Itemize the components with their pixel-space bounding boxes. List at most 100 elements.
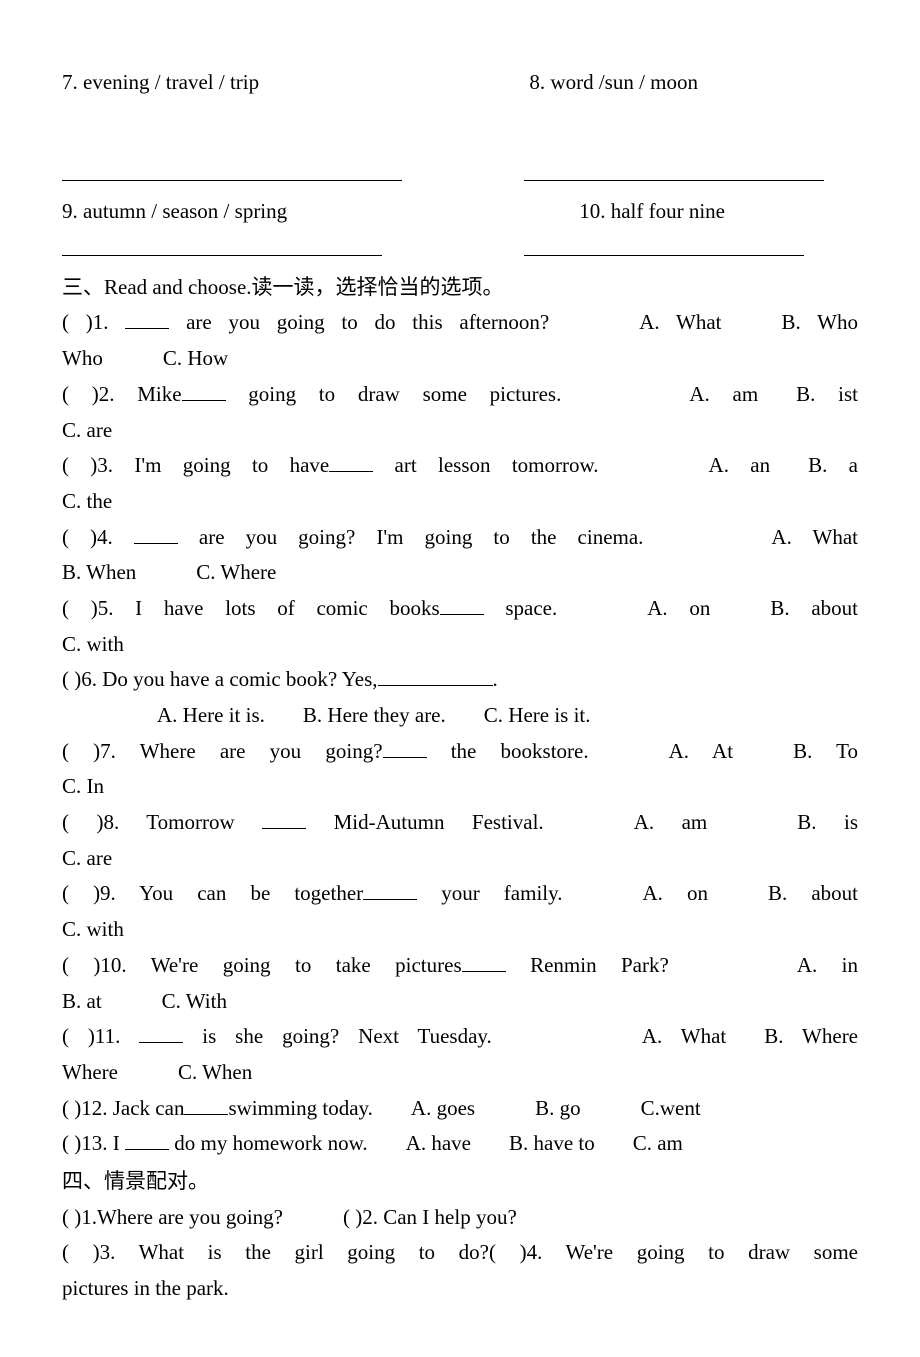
q8-optC[interactable]: C. are	[62, 846, 112, 870]
q6-text: .	[493, 667, 498, 691]
q1-prefix[interactable]: ( )1.	[62, 310, 125, 334]
q13-optC[interactable]: C. am	[633, 1131, 683, 1155]
q8-prefix[interactable]: ( )8. Tomorrow	[62, 810, 262, 834]
q3-optC[interactable]: C. the	[62, 489, 112, 513]
q6-optB[interactable]: B. Here they are.	[303, 703, 446, 727]
q12-optB[interactable]: B. go	[535, 1096, 581, 1120]
q5-blank[interactable]	[440, 614, 484, 615]
q11-optB[interactable]: B. Where	[764, 1024, 858, 1048]
q10-optB[interactable]: B. at	[62, 989, 102, 1013]
q4-blank[interactable]	[134, 543, 178, 544]
q12-optC[interactable]: C.went	[641, 1096, 701, 1120]
blank-line-2-right[interactable]	[524, 232, 858, 268]
q9-optC[interactable]: C. with	[62, 917, 124, 941]
q10-optC[interactable]: C. With	[162, 989, 227, 1013]
q12-optA[interactable]: A. goes	[411, 1096, 475, 1120]
q3-optB[interactable]: B. a	[808, 453, 858, 477]
q9-prefix[interactable]: ( )9. You can be together	[62, 881, 363, 905]
q11-prefix[interactable]: ( )11.	[62, 1024, 139, 1048]
q5-text: space.	[484, 596, 558, 620]
q1-blank[interactable]	[125, 328, 169, 329]
q7-optB[interactable]: B. To	[793, 739, 858, 763]
q2-text: going to draw some pictures.	[226, 382, 562, 406]
q2-prefix[interactable]: ( )2. Mike	[62, 382, 182, 406]
q5-line2: C. with	[62, 627, 858, 663]
q5-optB[interactable]: B. about	[770, 596, 858, 620]
q2-optB[interactable]: B. ist	[796, 382, 858, 406]
s4-q1-q2: ( )1.Where are you going? ( )2. Can I hel…	[62, 1200, 858, 1236]
q13-optA[interactable]: A. have	[406, 1131, 471, 1155]
q2-blank[interactable]	[182, 400, 226, 401]
q2-optA[interactable]: A. am	[689, 382, 758, 406]
q11-optA[interactable]: A. What	[642, 1024, 726, 1048]
q2-optC[interactable]: C. are	[62, 418, 112, 442]
q1-who[interactable]: Who	[62, 346, 103, 370]
q7-blank[interactable]	[383, 757, 427, 758]
q8-optB[interactable]: B. is	[797, 810, 858, 834]
item-8: 8. word /sun / moon	[529, 65, 698, 101]
q6-optA[interactable]: A. Here it is.	[157, 703, 265, 727]
q12-prefix[interactable]: ( )12. Jack can	[62, 1096, 184, 1120]
s4-q3[interactable]: ( )3. What is the girl going to do?	[62, 1240, 489, 1264]
q9-optA[interactable]: A. on	[643, 881, 709, 905]
s4-q3-q4: ( )3. What is the girl going to do?( )4.…	[62, 1235, 858, 1271]
q6-optC[interactable]: C. Here is it.	[484, 703, 591, 727]
q9-line2: C. with	[62, 912, 858, 948]
q11-where[interactable]: Where	[62, 1060, 118, 1084]
blank-line-2-left[interactable]	[62, 232, 460, 268]
q8-optA[interactable]: A. am	[634, 810, 708, 834]
blank-line-1-left[interactable]	[62, 157, 460, 193]
q4-text: are you going? I'm going to the cinema.	[178, 525, 644, 549]
s4-q2[interactable]: ( )2. Can I help you?	[343, 1205, 517, 1229]
q9-line1: ( )9. You can be together your family.A.…	[62, 876, 858, 912]
q10-blank[interactable]	[462, 971, 506, 972]
q11-blank[interactable]	[139, 1042, 183, 1043]
q13-prefix[interactable]: ( )13. I	[62, 1131, 125, 1155]
q3-optA[interactable]: A. an	[709, 453, 771, 477]
q7-text: the bookstore.	[427, 739, 589, 763]
s4-q4b: pictures in the park.	[62, 1271, 858, 1307]
q13-optB[interactable]: B. have to	[509, 1131, 595, 1155]
q7-optC[interactable]: C. In	[62, 774, 104, 798]
q7-prefix[interactable]: ( )7. Where are you going?	[62, 739, 383, 763]
q5-optC[interactable]: C. with	[62, 632, 124, 656]
q4-prefix[interactable]: ( )4.	[62, 525, 134, 549]
q1-optB[interactable]: B. Who	[782, 310, 858, 334]
q8-blank[interactable]	[262, 828, 306, 829]
q3-text: art lesson tomorrow.	[373, 453, 598, 477]
q1-line1: ( )1. are you going to do this afternoon…	[62, 305, 858, 341]
q13-blank[interactable]	[125, 1149, 169, 1150]
q12-blank[interactable]	[184, 1114, 228, 1115]
q1-optC[interactable]: C. How	[163, 346, 228, 370]
q6-blank[interactable]	[378, 685, 493, 686]
q3-line2: C. the	[62, 484, 858, 520]
q7-optA[interactable]: A. At	[669, 739, 733, 763]
q5-optA[interactable]: A. on	[647, 596, 710, 620]
s4-q1[interactable]: ( )1.Where are you going?	[62, 1205, 283, 1229]
q4-line1: ( )4. are you going? I'm going to the ci…	[62, 520, 858, 556]
item-9: 9. autumn / season / spring	[62, 194, 287, 230]
s4-q4a[interactable]: ( )4. We're going to draw some	[489, 1240, 858, 1264]
q11-text: is she going? Next Tuesday.	[183, 1024, 492, 1048]
q1-line2: Who C. How	[62, 341, 858, 377]
q1-text: are you going to do this afternoon?	[169, 310, 549, 334]
q4-optA[interactable]: A. What	[771, 525, 858, 549]
q7-line1: ( )7. Where are you going? the bookstore…	[62, 734, 858, 770]
q9-blank[interactable]	[363, 899, 417, 900]
q3-blank[interactable]	[329, 471, 373, 472]
q12-line1: ( )12. Jack canswimming today.A. goesB. …	[62, 1091, 858, 1127]
q4-optB[interactable]: B. When	[62, 560, 136, 584]
q3-prefix[interactable]: ( )3. I'm going to have	[62, 453, 329, 477]
q11-optC[interactable]: C. When	[178, 1060, 252, 1084]
blank-line-1-right[interactable]	[524, 157, 858, 193]
q5-prefix[interactable]: ( )5. I have lots of comic books	[62, 596, 440, 620]
q4-optC[interactable]: C. Where	[196, 560, 276, 584]
q1-optA[interactable]: A. What	[639, 310, 721, 334]
q10-prefix[interactable]: ( )10. We're going to take pictures	[62, 953, 462, 977]
q10-optA[interactable]: A. in	[797, 953, 858, 977]
q5-line1: ( )5. I have lots of comic books space. A…	[62, 591, 858, 627]
item-7: 7. evening / travel / trip	[62, 65, 259, 101]
fill-blank-row-9-10: 9. autumn / season / spring 10. half fou…	[62, 194, 858, 230]
q6-prefix[interactable]: ( )6. Do you have a comic book? Yes,	[62, 667, 378, 691]
q9-optB[interactable]: B. about	[768, 881, 858, 905]
